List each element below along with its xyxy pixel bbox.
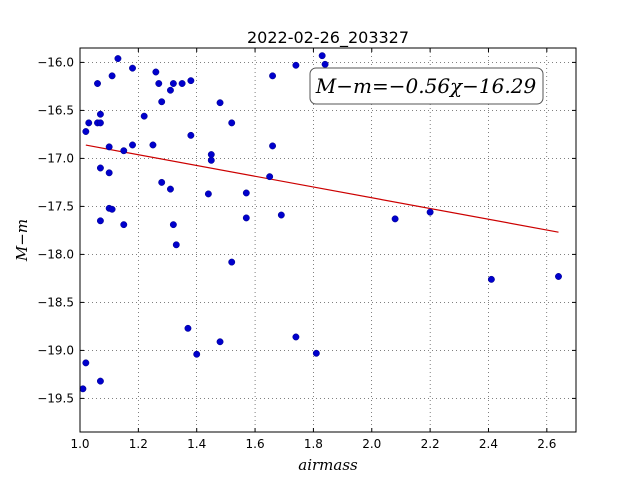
data-point [120,147,128,155]
data-point [96,217,104,225]
data-point [79,385,87,393]
data-point [318,52,326,60]
y-axis-label: M−m [13,219,31,262]
data-point [82,128,90,135]
data-point [391,215,399,223]
data-point [149,141,157,149]
y-tick-label: −17.5 [37,199,74,213]
data-point [266,173,274,181]
data-point [184,324,192,332]
data-points [79,52,562,393]
equation-box [309,67,544,105]
data-point [242,214,250,222]
y-tick-label: −19.5 [37,391,74,405]
y-axis-ticks: −16.0 −16.5 −17.0 −17.5 −18.0 −18.5 −19.0 −19.5 [37,55,576,405]
data-point [166,86,174,94]
data-point [96,377,104,385]
data-point [187,77,195,85]
data-point [204,190,212,198]
data-point [312,349,320,357]
data-point [228,119,236,127]
data-point [269,72,277,80]
data-point [169,221,177,229]
y-tick-label: −18.5 [37,295,74,309]
y-tick-label: −16.5 [37,103,74,117]
x-tick-label: 2.6 [537,437,556,451]
data-point [94,80,101,87]
x-axis-label: airmass [298,456,358,474]
data-point [96,119,104,127]
data-point [105,169,113,177]
data-point [216,99,224,107]
y-tick-label: −19.0 [37,343,74,357]
fit-line [85,144,559,233]
data-point [152,68,160,76]
data-point [555,273,562,280]
data-point [105,143,113,151]
data-point [108,72,116,80]
y-tick-label: −16.0 [37,55,74,69]
x-tick-label: 2.2 [421,437,440,451]
grid-lines [80,48,576,432]
data-point [158,98,166,106]
equation-annotation: M−m=−0.56χ−16.29 [309,67,544,105]
data-point [129,64,136,72]
x-tick-label: 1.2 [129,437,148,451]
x-tick-label: 1.0 [70,437,89,451]
data-point [242,189,250,197]
data-point [292,61,300,69]
data-point [108,205,116,213]
x-tick-label: 1.8 [304,437,323,451]
data-point [169,80,177,87]
data-point [166,185,174,193]
chart-title: 2022-02-26_203327 [247,28,409,48]
y-tick-label: −17.0 [37,151,74,165]
data-point [82,359,90,367]
fit-line-group [85,144,559,233]
data-point [96,164,104,172]
data-point [155,80,163,87]
x-tick-label: 2.0 [362,437,381,451]
data-point [487,275,495,283]
data-point [158,178,166,186]
data-point [129,141,136,149]
data-point [207,151,215,159]
x-tick-label: 1.6 [246,437,265,451]
data-point [228,258,236,266]
data-point [207,156,215,164]
equation-text: M−m=−0.56χ−16.29 [315,74,537,98]
data-point [277,211,285,219]
data-point [292,333,300,341]
plot-frame [79,47,577,433]
data-point [172,241,180,249]
data-point [216,338,224,346]
data-point [85,119,93,127]
data-point [269,142,277,150]
data-point [178,80,186,87]
x-tick-label: 1.4 [187,437,206,451]
data-point [187,131,195,139]
data-point [321,60,329,68]
x-tick-label: 2.4 [479,437,498,451]
data-point [193,350,201,358]
data-point [96,110,104,118]
data-point [426,208,434,216]
data-point [140,112,148,120]
y-tick-label: −18.0 [37,247,74,261]
data-point [120,221,128,229]
data-point [114,55,122,63]
x-axis-ticks: 1.0 1.2 1.4 1.6 1.8 2.0 2.2 2.4 2.6 [70,48,556,451]
